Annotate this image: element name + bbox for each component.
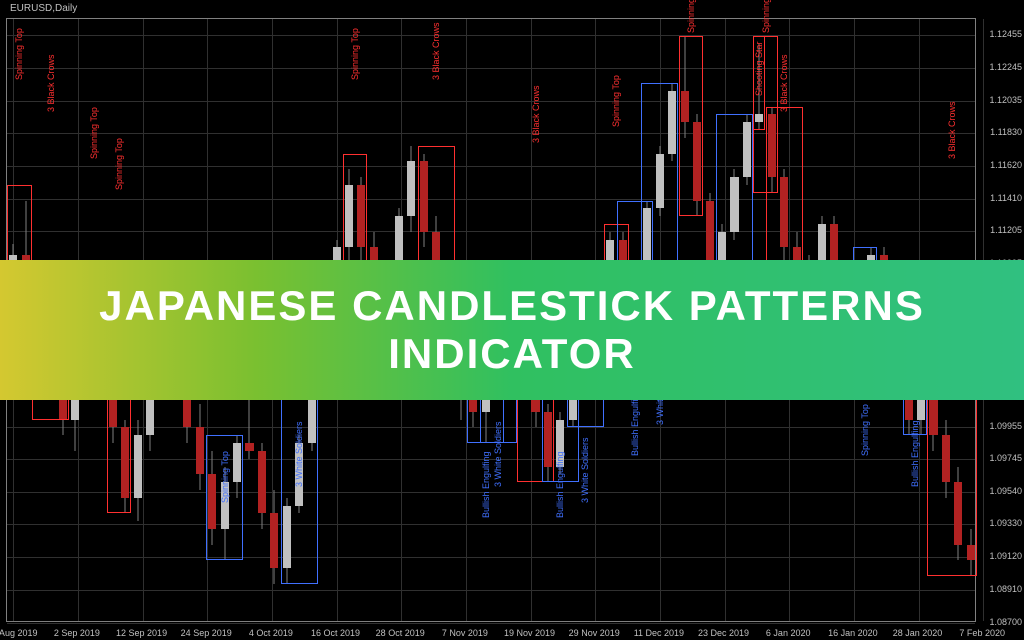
pattern-label: Spinning Top: [14, 28, 24, 80]
candle-body: [357, 185, 365, 248]
pattern-label: Spinning Top: [114, 138, 124, 190]
x-axis: 21 Aug 20192 Sep 201912 Sep 201924 Sep 2…: [6, 622, 976, 640]
candle-body: [420, 161, 428, 231]
x-tick-label: 12 Sep 2019: [116, 628, 167, 638]
y-tick-label: 1.09955: [989, 421, 1022, 431]
candle-body: [755, 114, 763, 122]
x-tick-label: 4 Oct 2019: [249, 628, 293, 638]
candle-body: [258, 451, 266, 514]
chart-container: EURUSD,Daily Spinning Top 3 Black Crows Sp…: [0, 0, 1024, 640]
pattern-label: Bullish Engulfing: [481, 452, 491, 519]
pattern-label: Spinning Top: [220, 451, 230, 503]
candle-body: [208, 474, 216, 529]
x-tick-label: 24 Sep 2019: [181, 628, 232, 638]
candle-body: [121, 427, 129, 497]
x-tick-label: 28 Oct 2019: [376, 628, 425, 638]
pattern-label: Shooting Star: [754, 41, 764, 96]
candle-body: [768, 114, 776, 177]
candle-body: [693, 122, 701, 200]
banner-line1: JAPANESE CANDLESTICK PATTERNS: [99, 282, 925, 329]
candle-body: [681, 91, 689, 122]
candle-body: [656, 154, 664, 209]
pattern-label: Spinning Top: [350, 28, 360, 80]
x-tick-label: 23 Dec 2019: [698, 628, 749, 638]
y-tick-label: 1.09540: [989, 486, 1022, 496]
candle-body: [743, 122, 751, 177]
candle-body: [134, 435, 142, 498]
x-tick-label: 21 Aug 2019: [0, 628, 37, 638]
x-tick-label: 6 Jan 2020: [766, 628, 811, 638]
y-tick-label: 1.08910: [989, 584, 1022, 594]
candle-body: [283, 506, 291, 569]
title-banner: JAPANESE CANDLESTICK PATTERNS INDICATOR: [0, 260, 1024, 400]
pattern-label: Spinning Top: [611, 75, 621, 127]
pattern-label: Bullish Engulfing: [555, 452, 565, 519]
x-tick-label: 19 Nov 2019: [504, 628, 555, 638]
y-tick-label: 1.11410: [990, 193, 1022, 203]
x-tick-label: 7 Nov 2019: [442, 628, 488, 638]
banner-line2: INDICATOR: [388, 330, 635, 377]
y-tick-label: 1.12245: [989, 62, 1022, 72]
candle-body: [407, 161, 415, 216]
candle-body: [233, 443, 241, 482]
candle-body: [818, 224, 826, 263]
x-tick-label: 2 Sep 2019: [54, 628, 100, 638]
candle-body: [780, 177, 788, 247]
candle-wick: [684, 36, 685, 138]
banner-text: JAPANESE CANDLESTICK PATTERNS INDICATOR: [99, 282, 925, 379]
symbol-label: EURUSD,Daily: [10, 3, 77, 14]
candle-body: [942, 435, 950, 482]
y-tick-label: 1.09330: [989, 518, 1022, 528]
pattern-label: Spinning Top: [89, 107, 99, 159]
pattern-label: 3 White Soldiers: [580, 437, 590, 503]
pattern-label: 3 Black Crows: [779, 54, 789, 112]
pattern-label: 3 White Soldiers: [493, 422, 503, 488]
x-tick-label: 16 Jan 2020: [828, 628, 878, 638]
candle-body: [730, 177, 738, 232]
y-tick-label: 1.11205: [990, 225, 1022, 235]
candle-body: [668, 91, 676, 154]
pattern-label: Spinning Top: [860, 404, 870, 456]
pattern-label: 3 Black Crows: [531, 85, 541, 143]
candle-body: [967, 545, 975, 561]
pattern-label: 3 Black Crows: [431, 23, 441, 81]
y-tick-label: 1.09120: [989, 551, 1022, 561]
candle-body: [544, 412, 552, 467]
pattern-label: 3 Black Crows: [947, 101, 957, 159]
y-tick-label: 1.12035: [989, 95, 1022, 105]
pattern-label: 3 White Soldiers: [294, 422, 304, 488]
candle-body: [270, 513, 278, 568]
pattern-label: Spinning Top: [761, 0, 771, 33]
x-tick-label: 7 Feb 2020: [959, 628, 1005, 638]
x-tick-label: 28 Jan 2020: [893, 628, 943, 638]
x-tick-label: 16 Oct 2019: [311, 628, 360, 638]
y-tick-label: 1.11620: [990, 160, 1022, 170]
y-tick-label: 1.08700: [989, 617, 1022, 627]
y-tick-label: 1.11830: [990, 127, 1022, 137]
candle-body: [954, 482, 962, 545]
candle-body: [345, 185, 353, 248]
y-tick-label: 1.09745: [989, 453, 1022, 463]
candle-body: [245, 443, 253, 451]
x-tick-label: 11 Dec 2019: [634, 628, 684, 638]
pattern-label: Spinning Top: [686, 0, 696, 33]
y-tick-label: 1.12455: [989, 29, 1022, 39]
pattern-label: Bullish Engulfing: [910, 421, 920, 488]
pattern-label: 3 Black Crows: [46, 54, 56, 112]
candle-body: [196, 427, 204, 474]
x-tick-label: 29 Nov 2019: [569, 628, 620, 638]
